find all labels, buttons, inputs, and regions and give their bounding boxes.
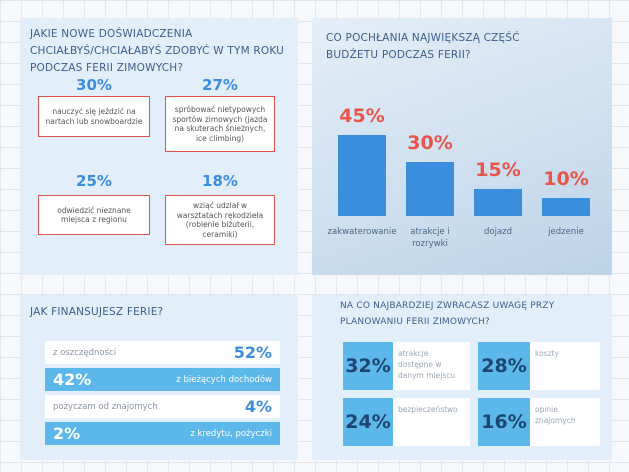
attention-label: bezpieczeństwo [393, 398, 470, 446]
financing-title: JAK FINANSUJESZ FERIE? [30, 306, 164, 318]
percent: 18% [202, 172, 238, 190]
attention-label: atrakcje dostępne w danym miejscu [393, 342, 470, 390]
category-label: zakwaterowanie [327, 227, 397, 237]
bar-chart: 45% zakwaterowanie 30% atrakcje i rozrywki 1… [312, 18, 612, 275]
value-label: 45% [339, 105, 385, 127]
experience-box: spróbować nietypowych sportów zimowych (… [165, 96, 275, 152]
row-value: 4% [244, 397, 272, 416]
attention-value: 28% [478, 342, 530, 390]
row-label: z bieżących dochodów [176, 374, 272, 385]
percent: 30% [76, 76, 112, 94]
percent: 25% [76, 172, 112, 190]
attention-value: 32% [343, 342, 393, 390]
row-label: z kredytu, pożyczki [190, 428, 272, 439]
financing-row: z oszczędności 52% [45, 341, 280, 364]
row-value: 2% [53, 424, 81, 443]
experience-box: nauczyć się jeździć na nartach lub snowb… [38, 96, 150, 137]
value-label: 30% [407, 132, 453, 154]
attention-title: NA CO NAJBARDZIEJ ZWRACASZ UWAGĘ PRZY PL… [340, 301, 555, 327]
bar [542, 198, 590, 216]
value-label: 10% [543, 168, 589, 190]
experience-box: wziąć udział w warsztatach rękodzieła (r… [165, 195, 275, 245]
category-label: jedzenie [548, 227, 584, 237]
bar [474, 189, 522, 216]
attention-value: 16% [478, 398, 530, 446]
row-label: pożyczam od znajomych [53, 401, 158, 412]
experiences-title: JAKIE NOWE DOŚWIADCZENIA CHCIAŁBYŚ/CHCIA… [30, 28, 285, 74]
row-value: 52% [233, 343, 272, 362]
attention-label: opinie znajomych [530, 398, 600, 446]
bar [406, 162, 454, 216]
financing-row: pożyczam od znajomych 4% [45, 395, 280, 418]
category-label: dojazd [483, 227, 513, 237]
category-label: atrakcje i rozrywki [410, 227, 450, 249]
experience-box: odwiedzić nieznane miejsca z regionu [38, 195, 150, 235]
row-label: z oszczędności [53, 347, 117, 358]
row-value: 42% [53, 370, 92, 389]
financing-row: 42% z bieżących dochodów [45, 368, 280, 391]
bar [338, 135, 386, 216]
attention-value: 24% [343, 398, 393, 446]
percent: 27% [202, 76, 238, 94]
attention-label: koszty [530, 342, 600, 390]
value-label: 15% [475, 159, 521, 181]
financing-row: 2% z kredytu, pożyczki [45, 422, 280, 445]
budget-title: CO POCHŁANIA NAJWIĘKSZĄ CZĘŚĆ BUDŻETU PO… [326, 32, 520, 61]
